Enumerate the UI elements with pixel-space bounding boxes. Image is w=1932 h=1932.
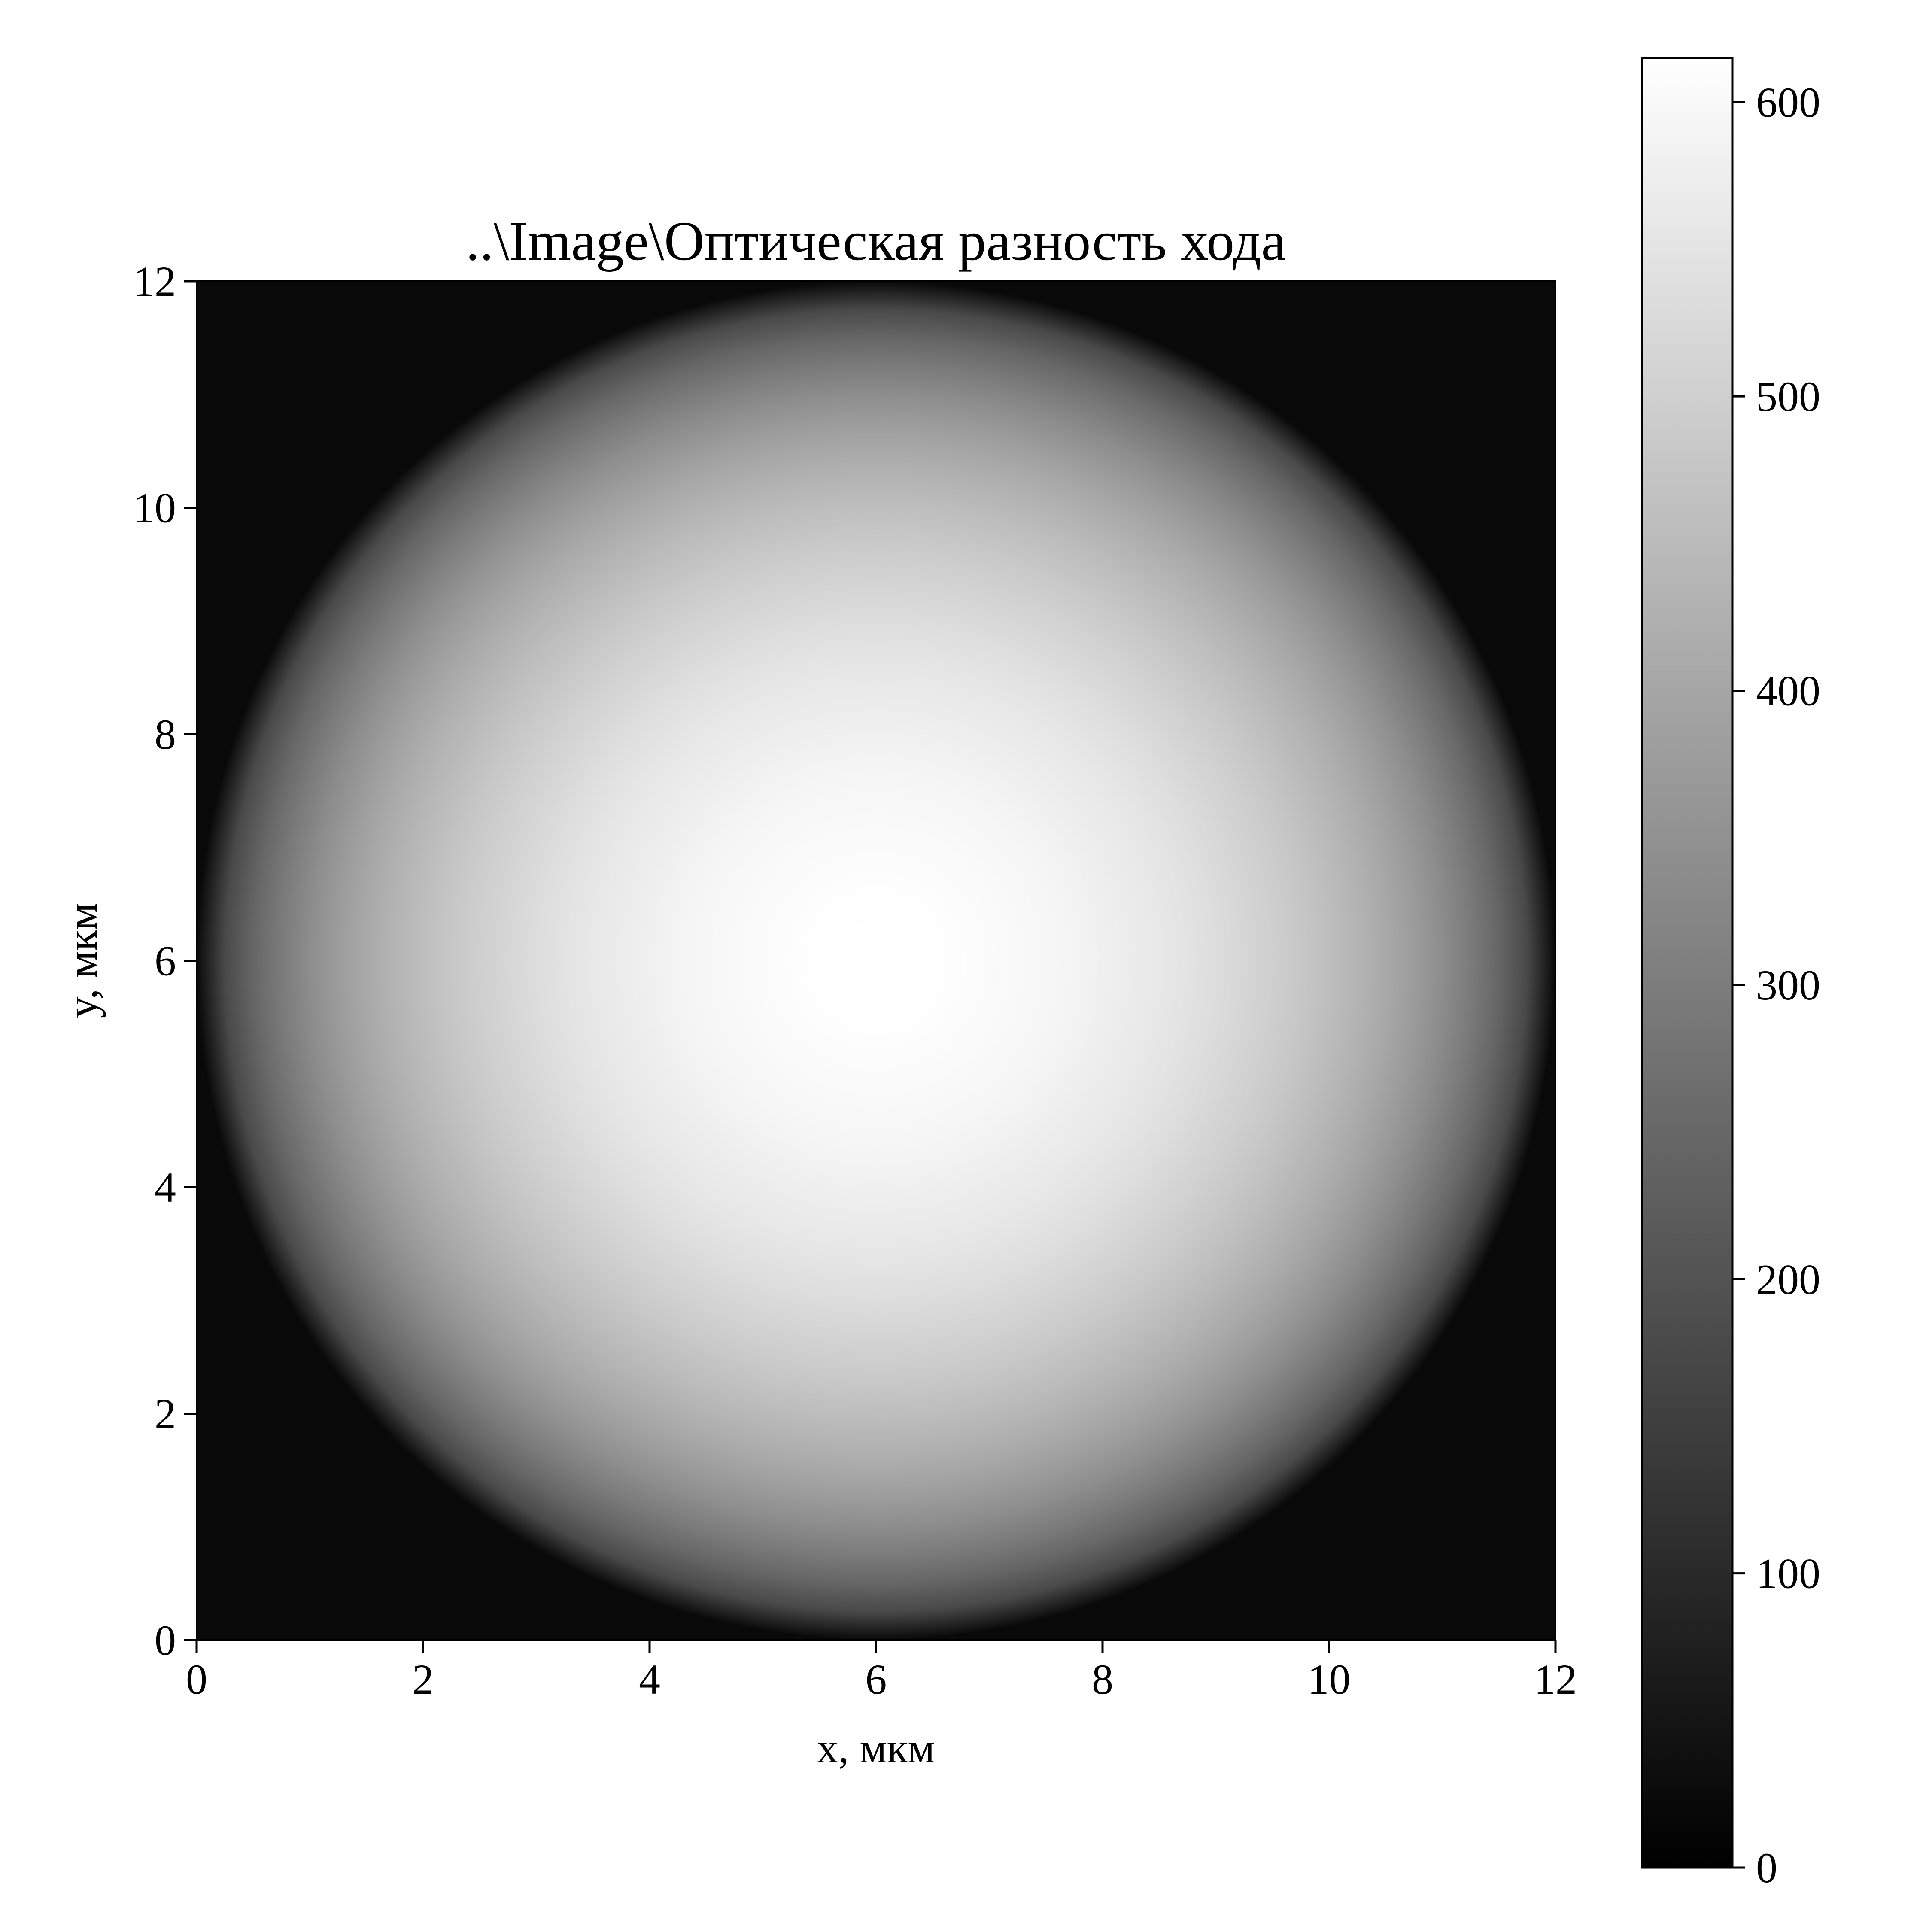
chart-title: ..\Image\Оптическая разность хода xyxy=(466,210,1286,272)
colorbar-gradient-strip xyxy=(1641,57,1734,1869)
y-tick-label: 0 xyxy=(155,1616,176,1664)
colorbar-tick-label: 400 xyxy=(1756,667,1820,715)
y-tick-label: 2 xyxy=(155,1390,176,1438)
plot-area xyxy=(196,280,1556,1641)
colorbar-tick-label: 600 xyxy=(1756,79,1820,126)
x-tick-label: 0 xyxy=(186,1656,207,1703)
colorbar: 0 100 200 300 400 500 600 xyxy=(1641,57,1820,1892)
colorbar-tick-label: 0 xyxy=(1756,1844,1777,1892)
x-axis: 0 2 4 6 8 10 12 xyxy=(186,1640,1577,1703)
x-tick-label: 10 xyxy=(1308,1656,1351,1703)
colorbar-tick-label: 300 xyxy=(1756,961,1820,1009)
y-axis: 0 2 4 6 8 10 12 xyxy=(133,258,197,1664)
colorbar-ticks: 0 100 200 300 400 500 600 xyxy=(1732,79,1820,1892)
y-tick-label: 4 xyxy=(155,1163,176,1211)
optical-path-cap xyxy=(197,281,1555,1640)
y-axis-label: y, мкм xyxy=(58,903,106,1018)
y-tick-label: 12 xyxy=(133,258,176,305)
x-tick-label: 8 xyxy=(1092,1656,1113,1703)
x-tick-label: 4 xyxy=(639,1656,660,1703)
x-tick-label: 6 xyxy=(866,1656,887,1703)
x-axis-label: x, мкм xyxy=(817,1724,935,1772)
colorbar-tick-label: 500 xyxy=(1756,373,1820,420)
y-tick-label: 10 xyxy=(133,484,176,532)
colorbar-tick-label: 100 xyxy=(1756,1550,1820,1598)
x-tick-label: 12 xyxy=(1534,1656,1577,1703)
x-tick-label: 2 xyxy=(413,1656,434,1703)
y-tick-label: 6 xyxy=(155,937,176,985)
colorbar-tick-label: 200 xyxy=(1756,1255,1820,1303)
y-tick-label: 8 xyxy=(155,711,176,758)
